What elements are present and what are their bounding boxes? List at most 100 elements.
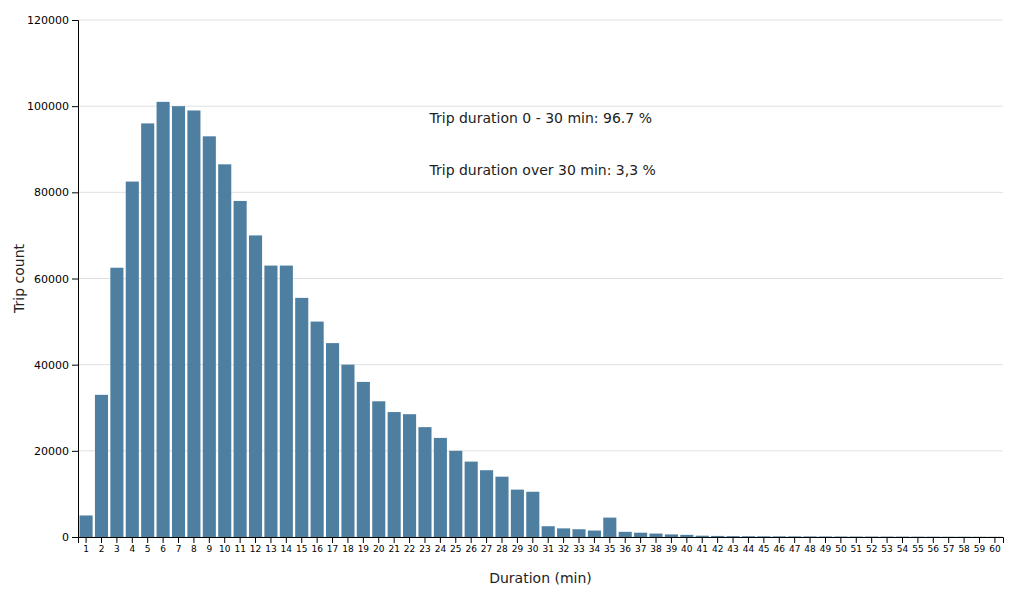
x-tick-mark <box>671 537 672 543</box>
y-axis: 020000400006000080000100000120000 <box>27 14 79 544</box>
y-tick: 20000 <box>34 445 78 458</box>
x-tick-mark <box>409 537 410 543</box>
x-tick-label: 24 <box>435 544 447 554</box>
x-tick-mark <box>794 537 795 543</box>
bar <box>388 412 401 537</box>
x-tick-label: 7 <box>176 544 182 554</box>
x-tick: 31 <box>542 537 553 554</box>
x-tick-label: 53 <box>881 544 892 554</box>
x-tick-label: 21 <box>388 544 399 554</box>
x-tick-label: 35 <box>604 544 615 554</box>
x-tick-label: 33 <box>573 544 584 554</box>
x-tick-mark <box>424 537 425 543</box>
x-tick: 12 <box>250 537 261 554</box>
x-tick-label: 38 <box>650 544 662 554</box>
y-tick-label: 0 <box>62 531 69 544</box>
x-tick-label: 12 <box>250 544 261 554</box>
x-tick-label: 59 <box>974 544 986 554</box>
plot-area: 0200004000060000800001000001200001234567… <box>27 14 1004 554</box>
x-tick: 46 <box>774 537 786 554</box>
grid <box>78 20 1003 537</box>
x-tick-mark <box>471 537 472 543</box>
bar <box>942 536 955 537</box>
x-tick-label: 39 <box>666 544 678 554</box>
x-tick-mark <box>486 537 487 543</box>
x-tick-mark <box>917 537 918 543</box>
x-tick-label: 29 <box>512 544 524 554</box>
bar <box>295 298 308 537</box>
bar <box>988 536 1001 537</box>
x-tick: 5 <box>145 537 151 554</box>
x-tick-mark <box>733 537 734 543</box>
bar <box>434 438 447 537</box>
bar <box>95 395 108 537</box>
y-tick: 80000 <box>34 186 78 199</box>
x-tick: 20 <box>373 537 385 554</box>
x-axis-line <box>79 538 1004 544</box>
bar <box>680 535 693 537</box>
bar <box>480 470 493 537</box>
bar <box>465 462 478 537</box>
bar <box>742 536 755 537</box>
x-axis: 1234567891011121314151617181920212223242… <box>79 537 1004 554</box>
x-tick-label: 10 <box>219 544 231 554</box>
x-tick-mark <box>779 537 780 543</box>
grid-line <box>78 278 1003 279</box>
bar <box>572 529 585 537</box>
x-tick: 22 <box>404 537 415 554</box>
x-tick-label: 2 <box>99 544 105 554</box>
x-tick-mark <box>933 537 934 543</box>
x-tick: 51 <box>851 537 862 554</box>
x-tick-mark <box>455 537 456 543</box>
bar <box>542 526 555 537</box>
bar <box>311 322 324 537</box>
x-tick-mark <box>132 537 133 543</box>
x-tick: 13 <box>265 537 276 554</box>
x-tick-mark <box>240 537 241 543</box>
x-tick: 44 <box>743 537 755 554</box>
x-tick: 42 <box>712 537 723 554</box>
x-tick: 14 <box>281 537 293 554</box>
x-tick-mark <box>994 537 995 543</box>
x-tick-mark <box>517 537 518 543</box>
x-tick-label: 56 <box>928 544 940 554</box>
x-tick: 30 <box>527 537 539 554</box>
grid-line <box>78 364 1003 365</box>
annotations: Trip duration 0 - 30 min: 96.7 %Trip dur… <box>429 110 656 178</box>
x-tick: 59 <box>974 537 986 554</box>
y-tick: 0 <box>62 531 78 544</box>
chart-container: 0200004000060000800001000001200001234567… <box>0 0 1023 599</box>
x-tick-label: 37 <box>635 544 646 554</box>
x-tick-mark <box>702 537 703 543</box>
y-tick-mark <box>72 451 78 452</box>
x-tick-mark <box>594 537 595 543</box>
x-tick: 41 <box>697 537 708 554</box>
x-tick-label: 50 <box>835 544 847 554</box>
x-tick: 11 <box>234 537 245 554</box>
x-tick-mark <box>964 537 965 543</box>
y-tick-label: 20000 <box>34 445 69 458</box>
bar <box>511 490 524 537</box>
x-tick: 56 <box>928 537 940 554</box>
x-tick-mark <box>101 537 102 543</box>
x-tick-mark <box>810 537 811 543</box>
x-tick-mark <box>840 537 841 543</box>
x-tick: 47 <box>789 537 800 554</box>
x-tick: 40 <box>681 537 693 554</box>
y-axis-line <box>72 21 79 538</box>
bar <box>788 536 801 537</box>
x-tick-mark <box>501 537 502 543</box>
x-tick: 21 <box>388 537 399 554</box>
x-tick-mark <box>825 537 826 543</box>
x-tick: 36 <box>619 537 631 554</box>
x-tick-label: 18 <box>342 544 354 554</box>
bar <box>110 268 123 537</box>
y-tick-mark <box>72 365 78 366</box>
x-tick-label: 30 <box>527 544 539 554</box>
x-tick-label: 43 <box>727 544 738 554</box>
x-tick-mark <box>625 537 626 543</box>
bar <box>372 401 385 537</box>
x-tick-mark <box>224 537 225 543</box>
x-tick-mark <box>548 537 549 543</box>
bar <box>881 536 894 537</box>
